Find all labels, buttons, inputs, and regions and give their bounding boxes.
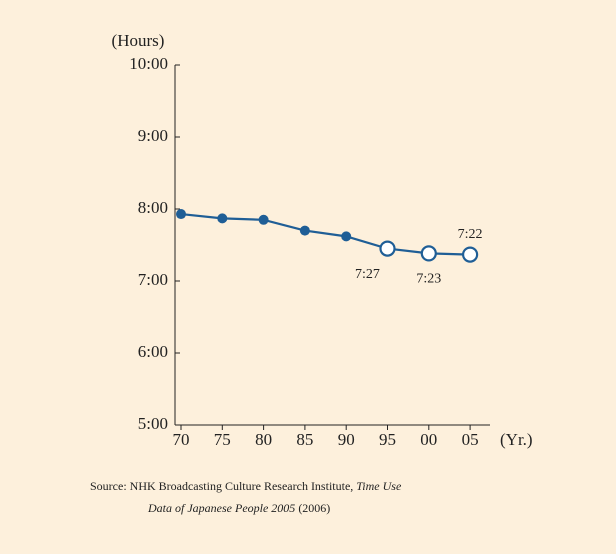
x-tick-label: 80	[255, 430, 272, 449]
y-tick-label: 10:00	[129, 54, 168, 73]
source: Source: NHK Broadcasting Culture Researc…	[90, 479, 402, 493]
marker	[379, 240, 396, 257]
x-tick-label: 05	[462, 430, 479, 449]
value-label: 7:23	[416, 272, 441, 287]
value-label: 7:27	[355, 267, 380, 282]
source-text: (2006)	[295, 501, 330, 515]
marker	[462, 246, 479, 263]
x-tick-label: 90	[338, 430, 355, 449]
x-tick-label: 95	[379, 430, 396, 449]
x-tick-label: 85	[296, 430, 313, 449]
y-tick-label: 8:00	[138, 198, 168, 217]
y-tick-label: 5:00	[138, 414, 168, 433]
source-text: Source: NHK Broadcasting Culture Researc…	[90, 479, 356, 493]
y-tick-label: 6:00	[138, 342, 168, 361]
marker	[299, 225, 310, 236]
marker	[420, 245, 437, 262]
marker	[217, 213, 228, 224]
value-label: 7:22	[458, 227, 483, 242]
marker	[341, 231, 352, 242]
y-tick-label: 9:00	[138, 126, 168, 145]
source-title: Data of Japanese People 2005	[147, 501, 295, 515]
marker	[258, 214, 269, 225]
marker	[176, 209, 186, 220]
x-tick-label: 75	[214, 430, 231, 449]
x-tick-label: 00	[420, 430, 437, 449]
x-tick-label: 70	[173, 430, 190, 449]
y-tick-label: 7:00	[138, 270, 168, 289]
x-axis-label: (Yr.)	[500, 430, 533, 449]
y-axis-label: (Hours)	[112, 31, 165, 50]
source: Data of Japanese People 2005 (2006)	[147, 501, 330, 515]
source-title: Time Use	[356, 479, 402, 493]
